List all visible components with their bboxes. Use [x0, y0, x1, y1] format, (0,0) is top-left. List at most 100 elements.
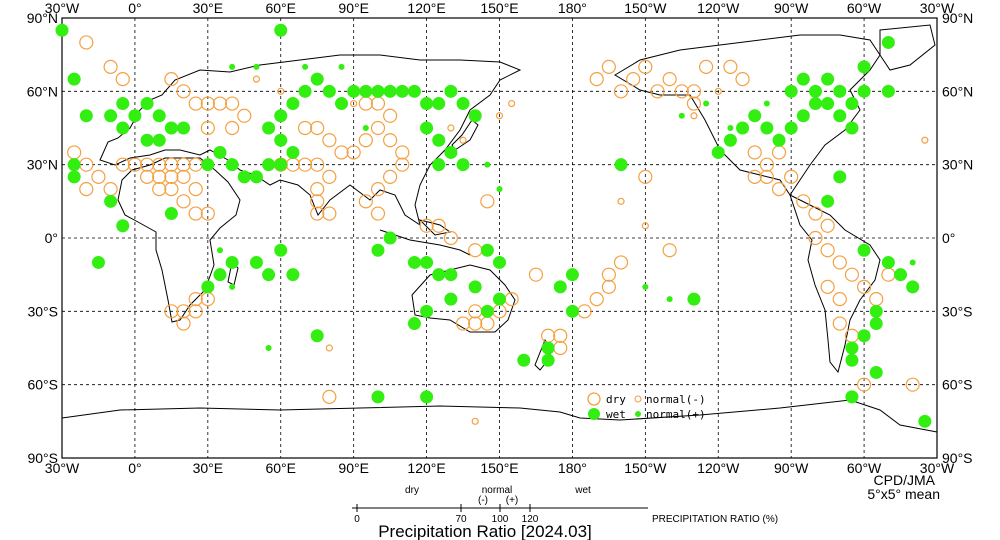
wet-marker	[262, 158, 276, 172]
indonesia-outline	[379, 229, 471, 256]
longitude-label: 150°W	[624, 0, 667, 16]
wet-marker	[869, 304, 883, 318]
wet-marker	[152, 109, 166, 123]
dry-marker	[844, 328, 860, 343]
wet-marker	[541, 341, 555, 355]
wet-marker	[335, 97, 349, 111]
normal-minus-marker	[921, 136, 929, 144]
dry-marker	[310, 206, 325, 221]
latitude-label: 90°N	[942, 10, 973, 26]
wet-marker	[808, 97, 822, 111]
legend-wet-label: wet	[606, 408, 626, 421]
wet-marker	[310, 329, 324, 343]
dry-marker	[176, 304, 191, 319]
dry-marker	[601, 267, 616, 282]
wet-marker	[116, 219, 130, 233]
wet-marker	[420, 304, 434, 318]
dry-marker	[820, 218, 835, 233]
normal-minus-marker	[350, 99, 358, 108]
dry-marker	[176, 84, 191, 99]
wet-marker	[821, 194, 835, 208]
wet-marker	[298, 84, 312, 98]
africa-outline	[117, 157, 241, 323]
dry-marker	[383, 108, 398, 123]
dry-marker	[188, 292, 203, 307]
wet-marker	[286, 145, 300, 159]
normal-plus-marker	[727, 125, 734, 131]
scale-normal-label: normal	[482, 485, 513, 496]
map-title: Precipitation Ratio [2024.03]	[378, 522, 592, 540]
latitude-label: 90°S	[942, 450, 973, 466]
precipitation-points	[55, 23, 932, 428]
latitude-label: 60°N	[27, 83, 58, 99]
wet-marker	[262, 268, 276, 282]
wet-marker	[687, 292, 701, 306]
dry-marker	[796, 194, 811, 209]
wet-marker	[407, 255, 421, 269]
wet-marker	[152, 133, 166, 147]
wet-marker	[833, 170, 847, 184]
normal-plus-marker	[496, 186, 503, 193]
longitude-label: 90°E	[338, 460, 369, 476]
dry-marker	[480, 316, 495, 331]
legend-normal-minus-label: normal(-)	[646, 393, 706, 406]
wet-marker	[553, 280, 567, 294]
longitude-label: 30°W	[920, 0, 955, 16]
wet-marker	[456, 97, 470, 111]
latitude-label: 30°N	[942, 157, 973, 173]
dry-marker	[832, 316, 847, 331]
wet-marker	[432, 268, 446, 282]
dry-marker	[723, 59, 738, 74]
normal-plus-marker	[362, 125, 369, 131]
dry-marker	[164, 157, 179, 172]
wet-marker	[796, 72, 810, 86]
dry-marker	[176, 194, 191, 209]
dry-marker	[856, 377, 872, 392]
wet-marker	[237, 170, 251, 184]
dry-marker	[686, 84, 702, 99]
normal-minus-marker	[714, 87, 722, 95]
wet-marker	[164, 121, 178, 135]
longitude-label: 90°E	[338, 0, 369, 16]
dry-marker	[771, 182, 787, 197]
wet-marker	[894, 268, 908, 282]
longitude-label: 30°E	[193, 460, 224, 476]
normal-minus-marker	[495, 112, 504, 120]
wet-marker	[821, 72, 835, 86]
wet-marker	[881, 84, 895, 98]
wet-marker	[274, 133, 288, 147]
wet-marker	[91, 255, 105, 269]
wet-marker	[213, 145, 227, 159]
scale-normal-plus: (+)	[506, 495, 519, 506]
dry-marker	[480, 194, 495, 209]
wet-marker	[407, 317, 421, 331]
legend-dry-label: dry	[606, 393, 626, 406]
longitude-label: 60°W	[847, 0, 882, 16]
dry-marker	[188, 182, 203, 197]
longitude-label: 90°W	[774, 460, 809, 476]
latitude-labels-right: 90°N 60°N 30°N 0° 30°S 60°S 90°S	[942, 10, 973, 466]
legend-wet-marker	[588, 408, 600, 420]
wet-marker	[322, 84, 336, 98]
wet-marker	[821, 97, 835, 111]
dry-marker	[395, 157, 410, 172]
dry-marker	[237, 108, 252, 123]
dry-marker	[297, 120, 313, 136]
dry-marker	[370, 120, 386, 136]
longitude-label: 180°	[558, 0, 587, 16]
dry-marker	[164, 182, 179, 197]
wet-marker	[857, 60, 871, 74]
wet-marker	[128, 109, 142, 123]
wet-marker	[177, 121, 191, 135]
dry-marker	[200, 206, 215, 221]
dry-marker	[468, 243, 483, 258]
dry-marker	[176, 157, 191, 172]
dry-marker	[322, 133, 337, 148]
dry-marker	[370, 182, 386, 197]
wet-marker	[444, 268, 458, 282]
dry-marker	[638, 59, 653, 74]
dry-marker	[164, 169, 179, 184]
wet-marker	[808, 84, 822, 98]
longitude-label: 120°E	[407, 460, 445, 476]
wet-marker	[772, 133, 786, 147]
